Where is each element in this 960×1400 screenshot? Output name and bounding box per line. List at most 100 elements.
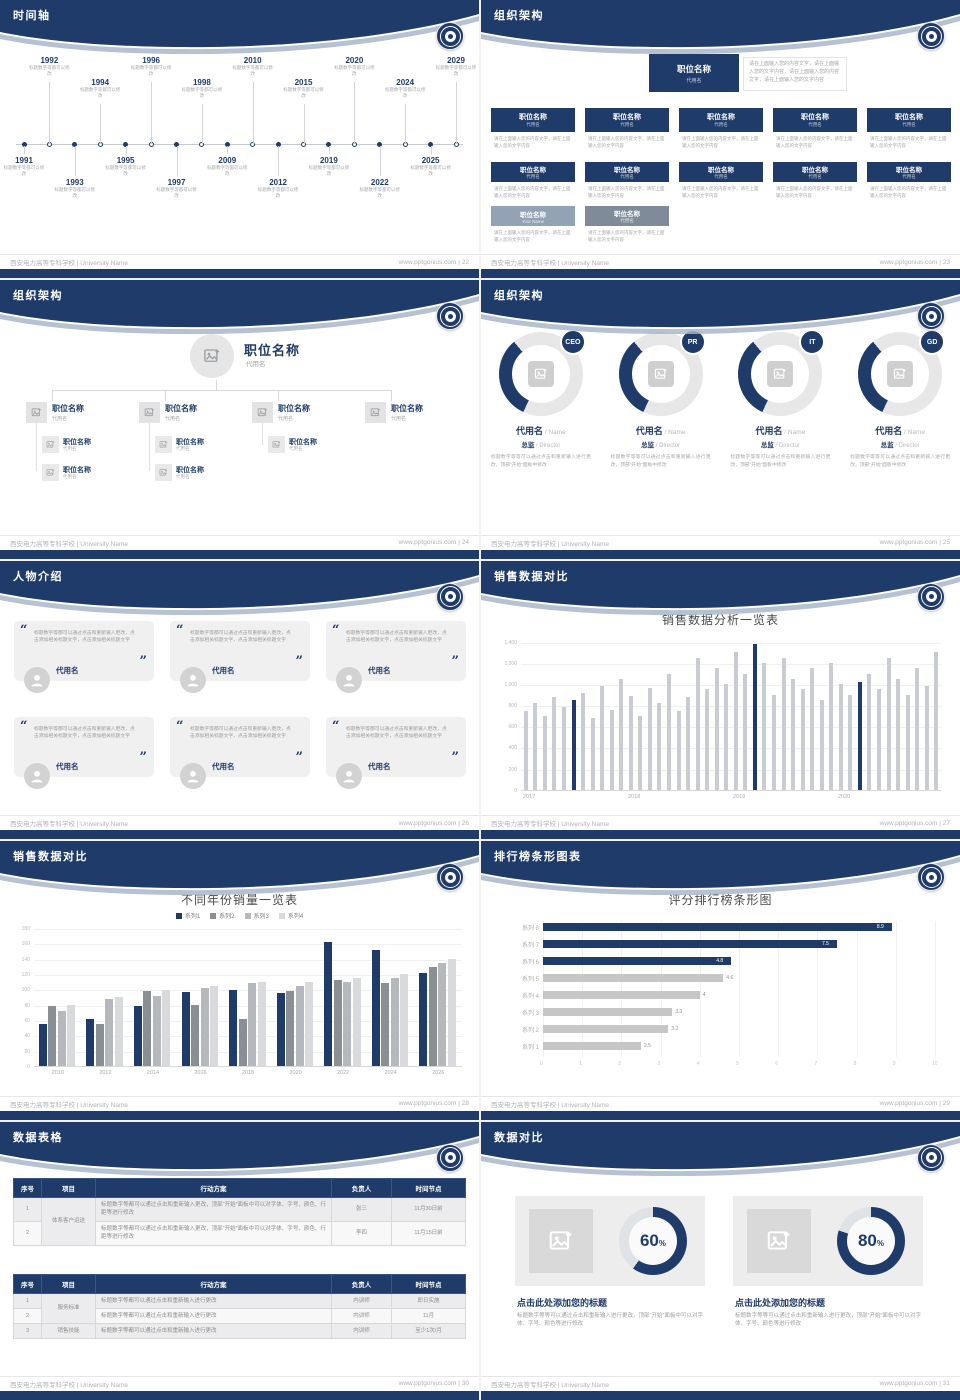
timeline-stem: [125, 146, 127, 154]
org-col-box-2: 职位名称 代用名: [679, 162, 763, 182]
timeline-item: 2029 标题数字等都可以修改: [430, 56, 479, 77]
person-card: “ 标题数字等都可以通过点击和重新输入更改，点击添加相关标题文字，点击添加相关标题…: [14, 620, 154, 693]
timeline-year: 1997: [167, 178, 186, 187]
bar: [733, 652, 738, 790]
person-icon: [343, 770, 355, 783]
donut-wrap: GD: [858, 329, 946, 417]
open-quote-icon: “: [176, 718, 184, 734]
category-label: 系列 2: [521, 1028, 539, 1035]
org-root-box: 职位名称 代用名: [649, 54, 739, 92]
bar: [896, 678, 900, 790]
timeline-stem: [100, 104, 102, 144]
grid-vertical: [699, 921, 701, 1058]
avatar: [180, 762, 206, 789]
category-label: 系列 8: [521, 926, 539, 933]
grid-vertical: [739, 921, 740, 1058]
photo-square: [527, 361, 554, 388]
slide-body: 序号 项目 行动方案 负责人 时间节点 1 体系客户运送 标题数字等都可以通过点击和重新输入更…: [0, 1172, 479, 1374]
slide-thumbnail-26[interactable]: 人物介绍 “ 标题数字等都可以通过点击和重新输入更改，点击添加相关标题文字，点击添…: [0, 560, 479, 840]
gridline: [521, 685, 941, 687]
footer-separator: |: [456, 1380, 462, 1388]
grid-vertical: [621, 921, 623, 1058]
bar: [400, 974, 409, 1067]
timeline-item: 1998 标题数字等都可以修改: [176, 78, 228, 99]
org-col-note-2: 请在上面输入您的内容文字，请在上面输入您的文字内容: [776, 186, 853, 198]
org-col-box-2: 职位名称 代用名: [491, 162, 575, 182]
bar: [286, 991, 295, 1067]
photo-square: [767, 361, 794, 388]
org-circle-item: CEO 代用名 / Name 总监 / Director 标题数字等等可以通过点击和重…: [485, 329, 597, 469]
slide-thumbnail-30[interactable]: 数据表格 序号 项目 行动方案 负责人 时间节点 1 体系客户运送 标题数字等都可以通过点击和…: [0, 1121, 479, 1400]
footer-page-number: 26: [461, 819, 469, 827]
header-curve: [0, 280, 479, 335]
timeline-stem: [151, 82, 153, 144]
org-root-sub: 代用名: [686, 77, 702, 84]
slide-thumbnail-22[interactable]: 时间轴 1991 标题数字等都可以修改 1992 标题数字等都可以修改 1993 标题数字…: [0, 0, 479, 279]
avatar: [24, 666, 50, 693]
org-col-note: 请在上面输入您的内容文字，请在上面输入您的文字内容: [588, 136, 665, 148]
bar: [543, 957, 732, 966]
bar: [695, 657, 700, 790]
y-tick-label: 1,400: [504, 639, 517, 646]
timeline-year: 2025: [421, 156, 440, 165]
person-name: 代用名 / Name: [515, 426, 566, 437]
x-tick-label: 3: [657, 1061, 661, 1068]
slide-title: 排行榜条形图表: [494, 851, 582, 864]
bar: [581, 692, 585, 790]
org-circle-item: IT 代用名 / Name 总监 / Director 标题数字等等可以通过点击和重新…: [724, 329, 836, 469]
bar: [210, 985, 218, 1067]
school-logo-badge: [436, 22, 464, 50]
footer-site: www.pptgonius.com: [879, 819, 938, 827]
slide-thumbnail-25[interactable]: 组织架构 CEO 代用名 / Name 总监 / Director 标题数字等等可以通…: [481, 280, 960, 559]
bar: [543, 940, 837, 949]
bar-value: 4: [702, 992, 706, 999]
slide-thumbnail-29[interactable]: 排行榜条形图表 评分排行榜条形图 0 1 2 3 4 5 6 7 8 9 10 系列 8 8.9 系列 7 7…: [481, 841, 960, 1120]
logo-core: [925, 310, 937, 322]
bar: [562, 707, 566, 790]
slide-thumbnail-28[interactable]: 销售数据对比 不同年份销量一览表 系列1 系列2 系列3 系列4 180 160 140 120…: [0, 841, 479, 1120]
person-name-cn: 代用名: [875, 426, 903, 437]
timeline-node: [72, 141, 78, 147]
person-role: 总监 / Director: [760, 442, 800, 450]
org-col-title: 职位名称: [519, 114, 547, 121]
open-quote-icon: “: [20, 718, 28, 734]
org-col-title: 职位名称: [896, 167, 922, 174]
timeline-item: 2012 标题数字等都可以修改: [252, 178, 304, 199]
footer-school: 西安电力高等专科学校 | University Name: [10, 1381, 128, 1389]
org-gray-sub: 代用名: [620, 218, 634, 223]
logo-core: [444, 310, 456, 322]
bar-value: 8.9: [876, 924, 884, 931]
bar: [542, 715, 547, 790]
logo-ring: [920, 866, 942, 888]
slide-thumbnail-27[interactable]: 销售数据对比 销售数据分析一览表 1,400 1,200 1,000 800 600 400…: [481, 560, 960, 840]
x-tick-label: 2017: [523, 793, 536, 800]
x-tick-label: 2018: [628, 793, 641, 800]
close-quote-icon: ”: [139, 749, 147, 765]
timeline-note: 标题数字等都可以修改: [29, 65, 70, 76]
table-cell: 至少1次/月: [391, 1323, 466, 1340]
category-label: 系列 4: [521, 994, 539, 1001]
x-tick-label: 0: [540, 1061, 543, 1068]
x-tick-label: 2: [618, 1061, 622, 1068]
bar: [257, 981, 266, 1067]
logo-dot: [447, 313, 453, 319]
bar: [705, 689, 710, 790]
y-tick-label: 1,200: [504, 660, 517, 667]
slide-thumbnail-31[interactable]: 数据对比 60% 点击此处添加您的标题 标题数字等等可以通过点击和重新输入进行更改，…: [481, 1121, 960, 1400]
slide-thumbnail-23[interactable]: 组织架构 职位名称 代用名 请在上面输入您的内容文字，请在上面输入您的文字内容，请在…: [481, 0, 960, 279]
footer-separator: |: [456, 258, 462, 266]
timeline-stem: [49, 82, 51, 144]
slide-thumbnail-24[interactable]: 组织架构 职位名称 代用名 职位名称 代用名 职位名称 代用名 职位名称 代用名 职位名称 代用名…: [0, 280, 479, 559]
x-tick-label: 2018: [241, 1070, 255, 1077]
org-col-title: 职位名称: [802, 167, 828, 174]
person-icon: [343, 674, 355, 687]
org-col-sub: 代用名: [808, 174, 822, 179]
gridline: [34, 944, 462, 946]
org-col-box: 职位名称 代用名: [867, 108, 951, 132]
bar: [200, 988, 209, 1067]
connector-sub-line: [149, 423, 150, 472]
timeline-note: 标题数字等都可以修改: [79, 87, 121, 98]
table-header-cell: 行动方案: [95, 1273, 332, 1294]
chart-plot: 180 160 140 120 100 80 60 40 20 0 2010 2012 2014 2016…: [22, 926, 462, 1076]
